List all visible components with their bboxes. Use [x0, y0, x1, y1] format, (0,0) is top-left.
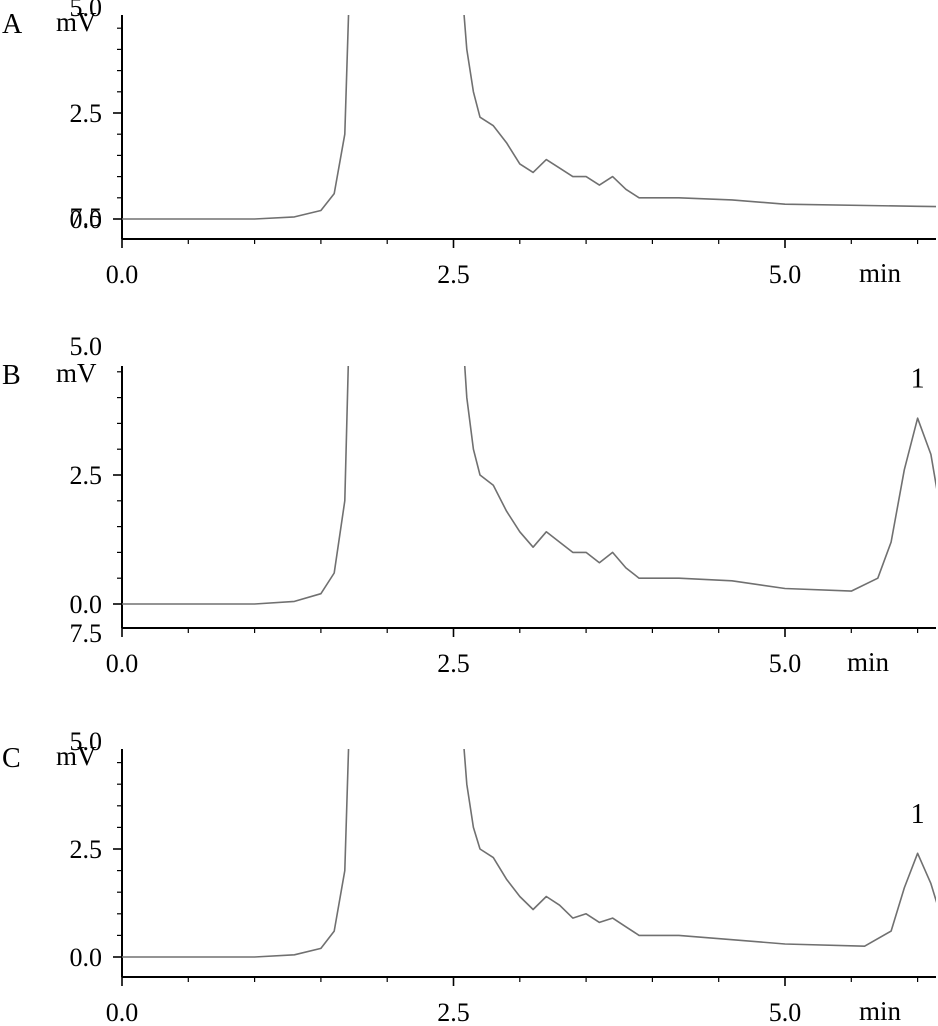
chromatogram-trace — [122, 15, 936, 220]
panel-label: A — [2, 9, 23, 40]
x-tick-label: 2.5 — [437, 649, 470, 678]
y-tick-label: 0.0 — [70, 590, 103, 619]
x-tick-label: 0.0 — [106, 998, 139, 1026]
y-tick-label: 2.5 — [70, 461, 103, 490]
panel-label: C — [2, 743, 21, 774]
peak-label-1: 1 — [911, 799, 925, 830]
y-tick-label: 2.5 — [70, 835, 103, 864]
x-tick-label: 2.5 — [437, 998, 470, 1026]
x-tick-label: 0.0 — [106, 260, 139, 289]
y-axis-unit: mV — [56, 741, 97, 771]
x-axis-unit: min — [847, 647, 890, 677]
x-tick-label: 0.0 — [106, 649, 139, 678]
y-axis-unit: mV — [56, 7, 97, 37]
y-tick-label: 0.0 — [70, 943, 103, 972]
x-axis-unit: min — [859, 996, 902, 1026]
x-tick-label: 5.0 — [769, 649, 802, 678]
x-tick-label: 5.0 — [769, 998, 802, 1026]
y-axis-unit: mV — [56, 358, 97, 388]
x-tick-label: 2.5 — [437, 260, 470, 289]
x-tick-label: 5.0 — [769, 260, 802, 289]
panel-label: B — [2, 360, 21, 391]
y-tick-label: 5.0 — [70, 727, 103, 756]
y-tick-label: 7.5 — [70, 203, 103, 232]
x-axis-unit: min — [859, 258, 902, 288]
chromatogram-trace — [122, 749, 936, 958]
y-tick-label: 2.5 — [70, 99, 103, 128]
y-tick-label: 7.5 — [70, 619, 103, 648]
chromatogram-trace — [122, 366, 936, 605]
peak-label-1: 1 — [911, 363, 925, 394]
y-tick-label: 5.0 — [70, 332, 103, 361]
y-tick-label: 5.0 — [70, 0, 103, 22]
y-tick-label: 0.0 — [70, 205, 103, 234]
